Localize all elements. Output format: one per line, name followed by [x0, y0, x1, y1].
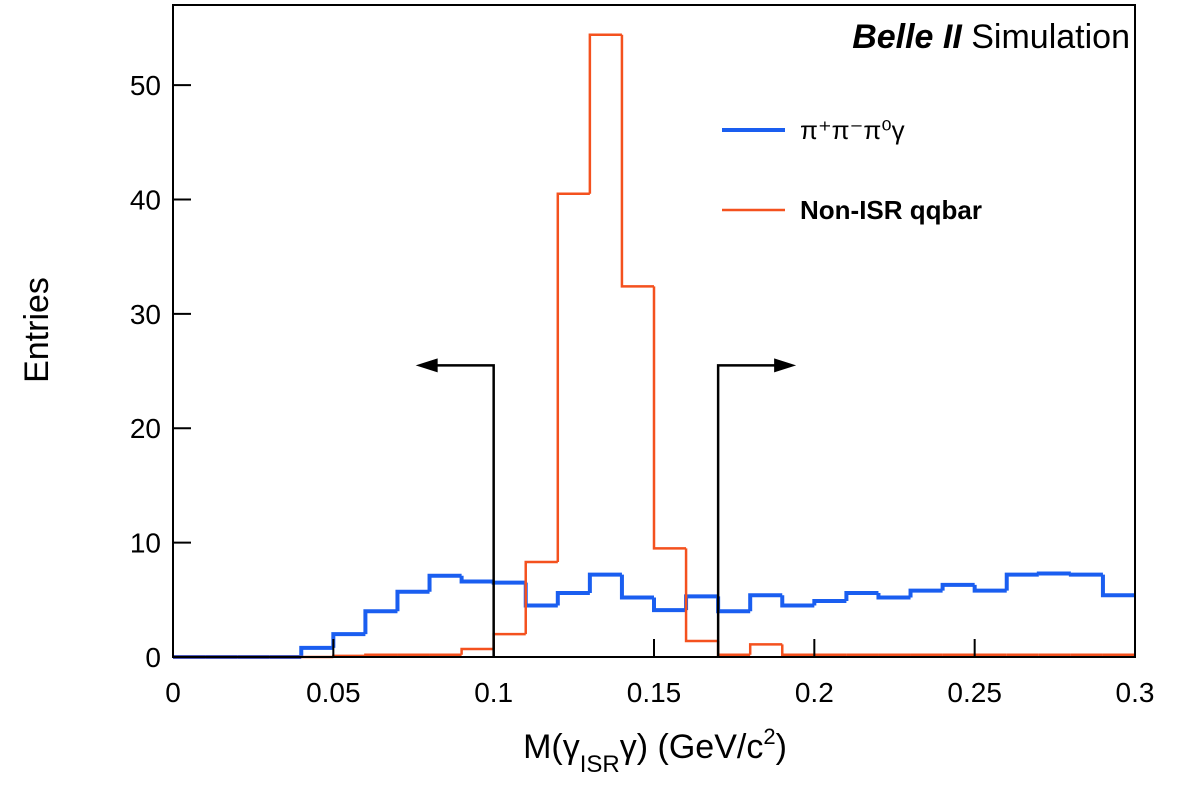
- histogram-bin: [652, 597, 687, 613]
- histogram-bin: [556, 192, 590, 563]
- x-tick-label: 0.05: [306, 677, 361, 708]
- histogram-bin: [908, 588, 943, 598]
- y-tick-label: 30: [130, 299, 161, 330]
- x-axis-label: M(γISRγ) (GeV/c2): [523, 724, 787, 778]
- x-label-part: γ) (GeV/c: [620, 728, 764, 766]
- histogram-bin: [684, 594, 719, 611]
- histogram-bin: [587, 572, 622, 593]
- cut-line: [716, 364, 779, 657]
- x-tick-label: 0.1: [474, 677, 513, 708]
- histogram-bin: [427, 573, 462, 592]
- y-tick-label: 40: [130, 184, 161, 215]
- histogram-bin: [491, 580, 526, 585]
- cut-arrowhead: [774, 358, 797, 373]
- histogram-bin: [684, 548, 719, 643]
- histogram-bin: [620, 34, 654, 288]
- histogram-bin: [972, 584, 1007, 593]
- histogram-bin: [748, 643, 783, 655]
- histogram-bin: [716, 640, 751, 656]
- y-tick-label: 0: [145, 642, 161, 673]
- x-tick-label: 0.15: [627, 677, 682, 708]
- x-tick-label: 0.2: [795, 677, 834, 708]
- x-label-part: ): [776, 728, 787, 766]
- x-tick-label: 0.25: [947, 677, 1002, 708]
- histogram-bin: [588, 33, 622, 194]
- histogram-bin: [748, 593, 783, 612]
- experiment: Belle II: [852, 18, 963, 56]
- histogram-bin: [363, 609, 398, 635]
- histogram-bin: [459, 575, 494, 584]
- histogram-bin: [716, 596, 751, 614]
- x-label-sub: ISR: [580, 751, 620, 778]
- histogram-bin: [652, 286, 687, 550]
- histogram-bin: [460, 647, 494, 655]
- y-axis-label: Entries: [18, 277, 56, 383]
- x-label-part: M(γ: [523, 728, 580, 766]
- histogram-bin: [524, 560, 558, 635]
- histogram-bin: [781, 644, 815, 656]
- histogram-bin: [1100, 574, 1135, 598]
- histogram-bin: [1068, 572, 1103, 577]
- histogram-bin: [876, 592, 911, 600]
- histogram-bin: [395, 589, 430, 612]
- chart-title: Belle II Simulation: [852, 18, 1130, 56]
- histogram-bin: [844, 590, 879, 601]
- cut-arrowhead: [415, 358, 438, 373]
- histogram-bin: [780, 595, 815, 608]
- histogram-bin: [492, 632, 526, 649]
- histogram-bin: [940, 582, 975, 591]
- histogram-bin: [555, 590, 590, 606]
- y-tick-label: 50: [130, 70, 161, 101]
- histogram-bin: [1036, 571, 1071, 576]
- histogram-bin: [331, 632, 366, 648]
- y-tick-label: 10: [130, 528, 161, 559]
- cut-line: [433, 364, 495, 657]
- histogram-bin: [619, 574, 654, 600]
- histogram-bin: [299, 645, 334, 657]
- y-tick-label: 20: [130, 413, 161, 444]
- histogram-bin: [1004, 572, 1039, 591]
- x-label-sup: 2: [763, 724, 775, 749]
- legend-label: π⁺π⁻π⁰γ: [800, 115, 905, 145]
- title: Simulation: [971, 18, 1130, 56]
- histogram-bin: [523, 582, 558, 608]
- x-tick-label: 0.3: [1116, 677, 1155, 708]
- legend-label: Non-ISR qqbar: [800, 195, 982, 225]
- x-tick-label: 0: [165, 677, 181, 708]
- histogram-bin: [812, 598, 847, 606]
- histogram-bin: [364, 653, 398, 656]
